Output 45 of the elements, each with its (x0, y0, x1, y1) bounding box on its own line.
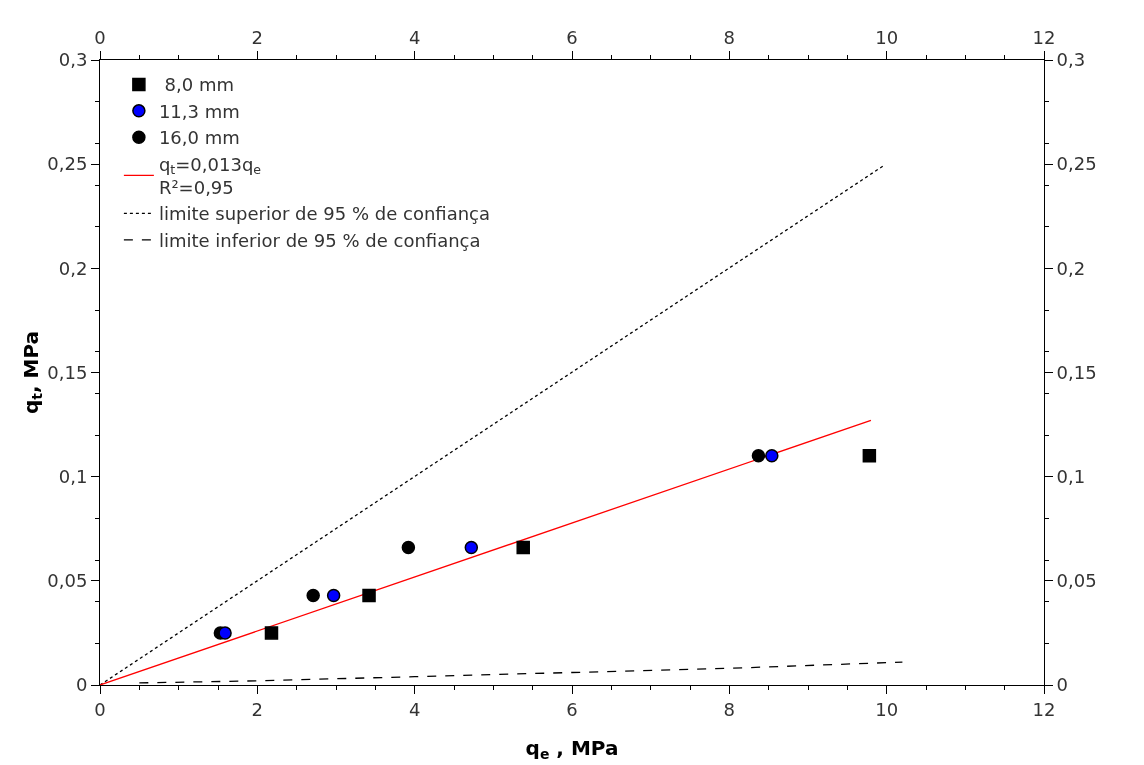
point (751, 449, 766, 463)
point (516, 540, 530, 555)
x2-tick-label: 2 (251, 698, 264, 720)
x2-tick-label: 6 (566, 698, 578, 720)
x2-tick-label: 4 (408, 698, 421, 720)
point (306, 588, 320, 603)
y2-tick-label: 0,15 (1056, 361, 1097, 383)
legend-label: limite superior de 95 % de confiança (158, 203, 491, 225)
x-tick-label: 12 (1032, 26, 1056, 48)
x-tick-label: 8 (723, 26, 736, 48)
x-tick-label: 6 (566, 26, 578, 48)
y-tick-label: 0,05 (47, 570, 88, 592)
y2-tick-label: 0,2 (1056, 257, 1086, 279)
x-tick-label: 10 (875, 26, 899, 48)
y-tick-label: 0,2 (58, 257, 88, 279)
y-tick-label: 0,3 (58, 49, 88, 71)
legend-label: 16,0 mm (158, 127, 240, 149)
point (401, 540, 416, 555)
x-tick-label: 4 (408, 26, 421, 48)
x2-tick-label: 12 (1032, 698, 1056, 720)
x-tick-label: 0 (94, 26, 106, 48)
y-tick-label: 0,1 (58, 465, 88, 487)
point (765, 449, 779, 463)
x-tick-label: 2 (251, 26, 264, 48)
y2-tick-label: 0 (1056, 674, 1069, 696)
y2-tick-label: 0,25 (1056, 153, 1097, 175)
x2-tick-label: 10 (875, 698, 899, 720)
legend-label: limite inferior de 95 % de confiança (158, 229, 481, 251)
x2-tick-label: 0 (94, 698, 106, 720)
point (862, 449, 877, 463)
point (326, 588, 341, 603)
y2-tick-label: 0,1 (1056, 465, 1086, 487)
point (464, 540, 479, 555)
point (264, 626, 279, 640)
y2-tick-label: 0,05 (1056, 570, 1097, 592)
x-axis-title: q$_{e}$ , MPa (525, 736, 619, 763)
legend-label: 11,3 mm (158, 100, 240, 122)
y-tick-label: 0,25 (47, 153, 88, 175)
x2-tick-label: 8 (723, 698, 736, 720)
y-tick-label: 0 (75, 674, 88, 696)
point (362, 588, 376, 603)
y2-tick-label: 0,3 (1056, 49, 1086, 71)
y-tick-label: 0,15 (47, 361, 88, 383)
legend-label: 8,0 mm (158, 74, 235, 96)
point (218, 626, 232, 640)
